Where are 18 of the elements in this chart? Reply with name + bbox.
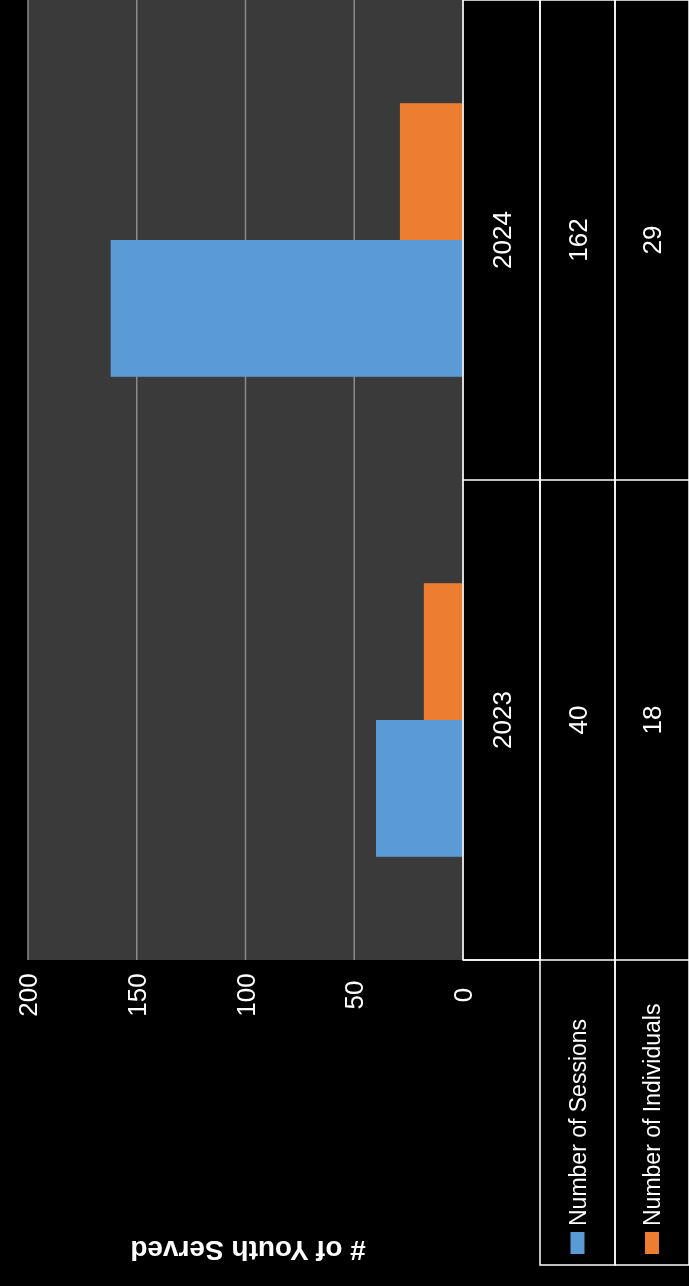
x-tick-label: 100	[230, 973, 261, 1017]
x-tick-label: 0	[448, 987, 478, 1003]
bar	[110, 240, 463, 377]
bar	[423, 583, 463, 720]
text: Number of Sessions	[564, 1018, 591, 1226]
y-tick-label: 2023	[486, 691, 517, 749]
bar	[399, 103, 463, 240]
text: # of Youth Served	[130, 1234, 366, 1266]
data-label: 18	[637, 705, 667, 735]
y-tick-label: 2024	[486, 211, 517, 269]
data-label: 162	[562, 218, 593, 262]
bar	[376, 720, 463, 857]
x-tick-label: 200	[13, 973, 43, 1017]
x-tick-label: 50	[339, 980, 370, 1010]
data-label: 40	[562, 705, 593, 735]
data-label: 29	[637, 225, 667, 255]
text: Number of Individuals	[639, 1003, 665, 1226]
x-tick-label: 150	[121, 973, 152, 1017]
